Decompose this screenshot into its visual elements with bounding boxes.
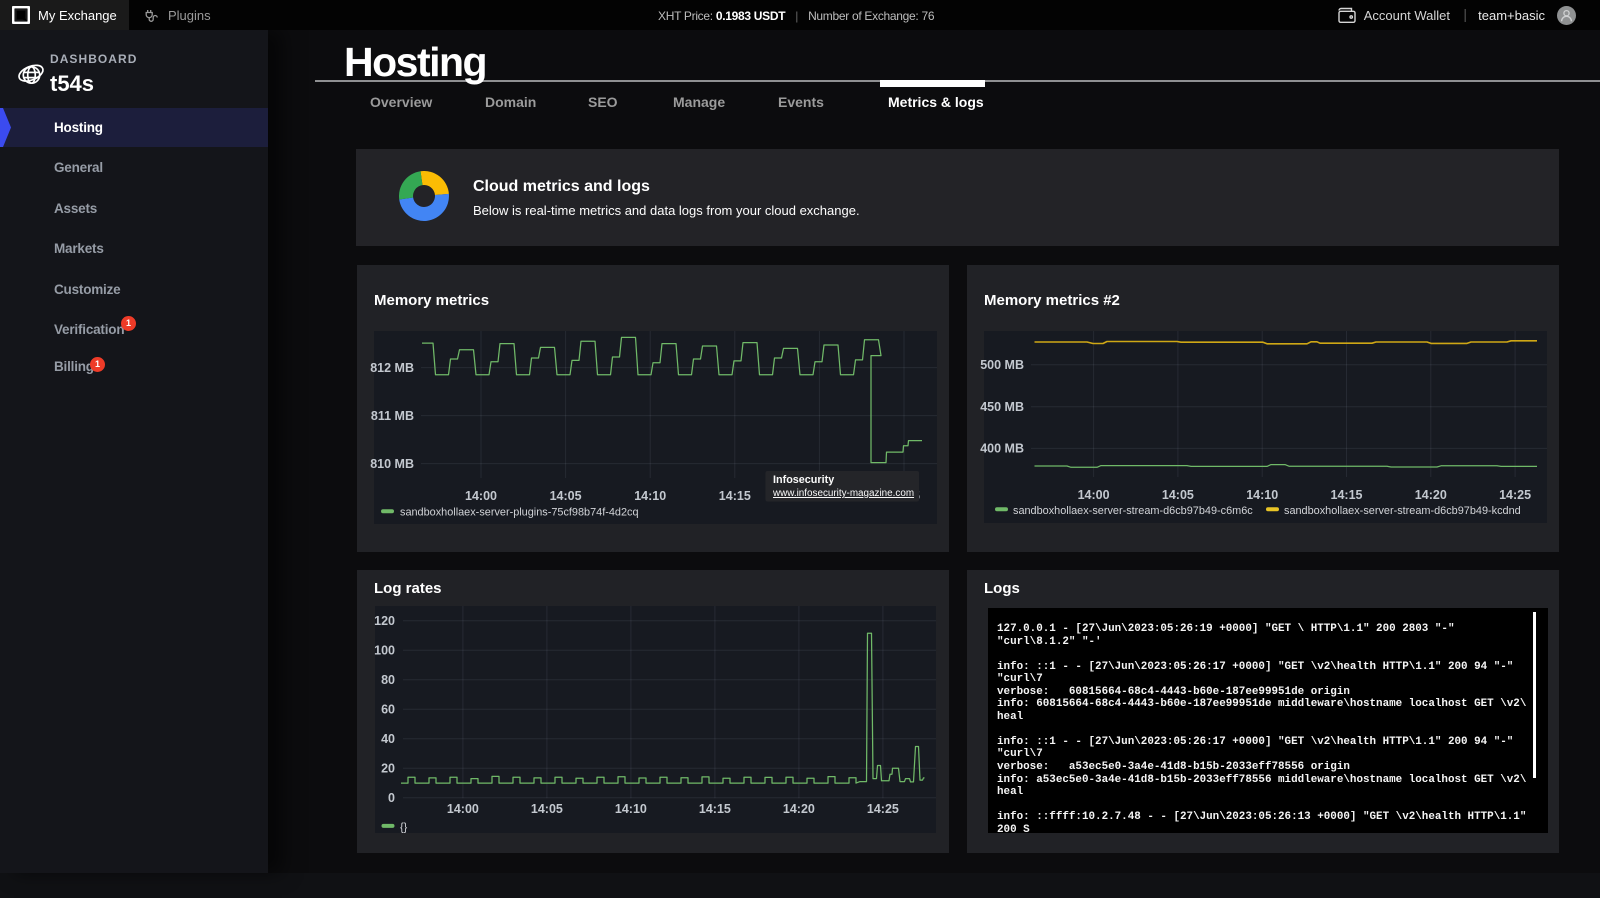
svg-text:14:00: 14:00 (447, 802, 479, 816)
svg-text:14:20: 14:20 (1415, 488, 1447, 502)
svg-text:500 MB: 500 MB (980, 358, 1024, 372)
svg-text:14:25: 14:25 (867, 802, 899, 816)
svg-text:14:15: 14:15 (699, 802, 731, 816)
svg-text:14:15: 14:15 (1331, 488, 1363, 502)
svg-text:0: 0 (388, 791, 395, 805)
svg-text:120: 120 (374, 614, 395, 628)
svg-text:sandboxhollaex-server-stream-d: sandboxhollaex-server-stream-d6cb97b49-k… (1284, 505, 1521, 517)
svg-text:14:10: 14:10 (634, 489, 666, 503)
svg-text:{}: {} (400, 821, 408, 833)
svg-text:100: 100 (374, 644, 395, 658)
svg-text:450 MB: 450 MB (980, 400, 1024, 414)
svg-text:14:00: 14:00 (465, 489, 497, 503)
svg-text:14:15: 14:15 (719, 489, 751, 503)
svg-text:14:05: 14:05 (1162, 488, 1194, 502)
svg-text:810 MB: 810 MB (370, 457, 414, 471)
svg-text:812 MB: 812 MB (370, 361, 414, 375)
svg-text:www.infosecurity-magazine.com: www.infosecurity-magazine.com (772, 488, 914, 499)
svg-text:14:20: 14:20 (783, 802, 815, 816)
svg-text:Infosecurity: Infosecurity (773, 474, 834, 486)
svg-text:14:10: 14:10 (615, 802, 647, 816)
svg-text:811 MB: 811 MB (371, 409, 414, 423)
svg-text:14:10: 14:10 (1246, 488, 1278, 502)
svg-text:14:05: 14:05 (531, 802, 563, 816)
svg-text:60: 60 (381, 703, 395, 717)
svg-text:14:00: 14:00 (1078, 488, 1110, 502)
svg-text:40: 40 (381, 732, 395, 746)
svg-text:sandboxhollaex-server-plugins-: sandboxhollaex-server-plugins-75cf98b74f… (400, 507, 639, 519)
svg-text:400 MB: 400 MB (980, 442, 1024, 456)
svg-text:14:25: 14:25 (1499, 488, 1531, 502)
svg-text:sandboxhollaex-server-stream-d: sandboxhollaex-server-stream-d6cb97b49-c… (1013, 505, 1253, 517)
svg-text:14:05: 14:05 (550, 489, 582, 503)
svg-text:20: 20 (381, 762, 395, 776)
svg-text:80: 80 (381, 673, 395, 687)
